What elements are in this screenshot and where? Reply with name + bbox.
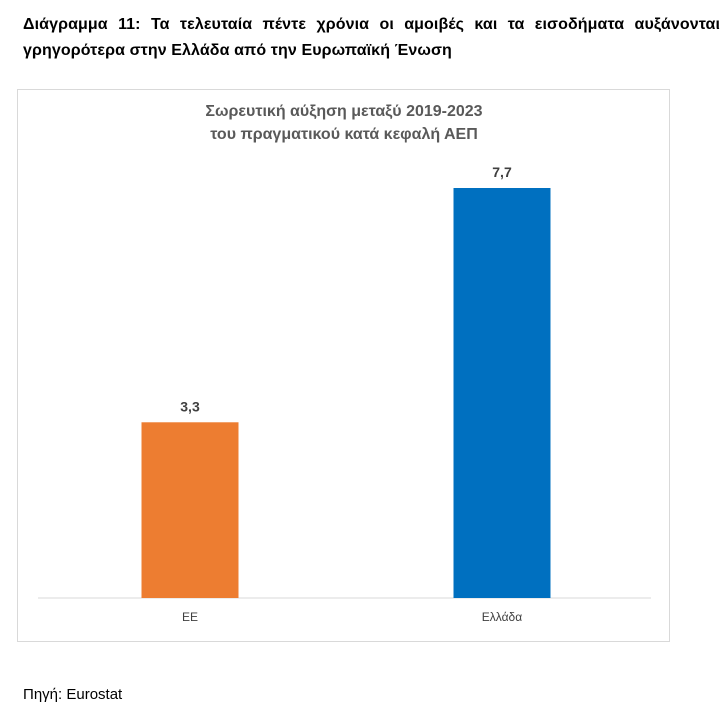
chart-title-line-2: του πραγματικού κατά κεφαλή ΑΕΠ (210, 126, 478, 143)
source-note: Πηγή: Eurostat (23, 686, 123, 703)
chart-title-line-1: Σωρευτική αύξηση μεταξύ 2019-2023 (205, 103, 482, 120)
chart-container: Σωρευτική αύξηση μεταξύ 2019-2023 του πρα… (17, 89, 670, 642)
bar-1 (141, 422, 239, 598)
bar-chart: Σωρευτική αύξηση μεταξύ 2019-2023 του πρα… (38, 103, 651, 624)
category-label-2: Ελλάδα (482, 610, 522, 624)
category-label-1: ΕΕ (182, 610, 198, 624)
figure-heading: Διάγραμμα 11: Τα τελευταία πέντε χρόνια … (23, 16, 720, 59)
data-label-1: 3,3 (180, 398, 200, 414)
data-label-2: 7,7 (492, 164, 512, 180)
bar-2 (453, 188, 551, 598)
